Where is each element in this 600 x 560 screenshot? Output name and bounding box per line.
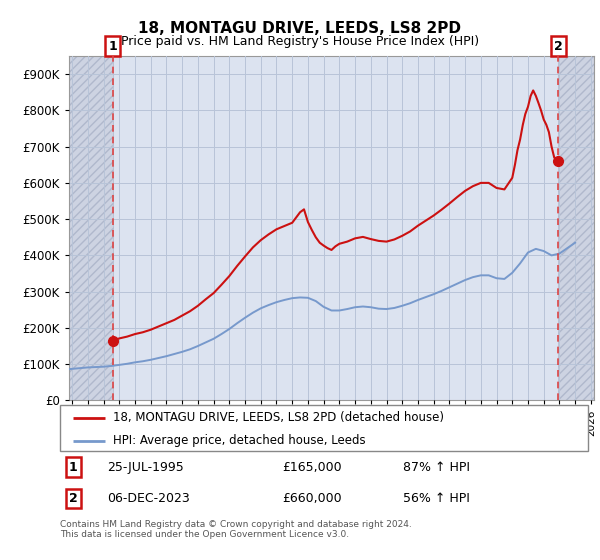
Bar — [69, 56, 113, 400]
Text: 25-JUL-1995: 25-JUL-1995 — [107, 460, 184, 474]
Text: Contains HM Land Registry data © Crown copyright and database right 2024.
This d: Contains HM Land Registry data © Crown c… — [60, 520, 412, 539]
Text: £165,000: £165,000 — [282, 460, 341, 474]
Text: £660,000: £660,000 — [282, 492, 341, 505]
FancyBboxPatch shape — [60, 405, 588, 451]
Text: 2: 2 — [69, 492, 77, 505]
Text: HPI: Average price, detached house, Leeds: HPI: Average price, detached house, Leed… — [113, 434, 365, 447]
Text: 2: 2 — [554, 40, 563, 53]
Bar — [558, 56, 594, 400]
Text: 1: 1 — [69, 460, 77, 474]
Text: 87% ↑ HPI: 87% ↑ HPI — [403, 460, 470, 474]
Text: 06-DEC-2023: 06-DEC-2023 — [107, 492, 190, 505]
Text: 56% ↑ HPI: 56% ↑ HPI — [403, 492, 470, 505]
Text: Price paid vs. HM Land Registry's House Price Index (HPI): Price paid vs. HM Land Registry's House … — [121, 35, 479, 48]
Bar — [69, 56, 113, 400]
Text: 18, MONTAGU DRIVE, LEEDS, LS8 2PD: 18, MONTAGU DRIVE, LEEDS, LS8 2PD — [139, 21, 461, 36]
Text: 18, MONTAGU DRIVE, LEEDS, LS8 2PD (detached house): 18, MONTAGU DRIVE, LEEDS, LS8 2PD (detac… — [113, 411, 444, 424]
Text: 1: 1 — [108, 40, 117, 53]
